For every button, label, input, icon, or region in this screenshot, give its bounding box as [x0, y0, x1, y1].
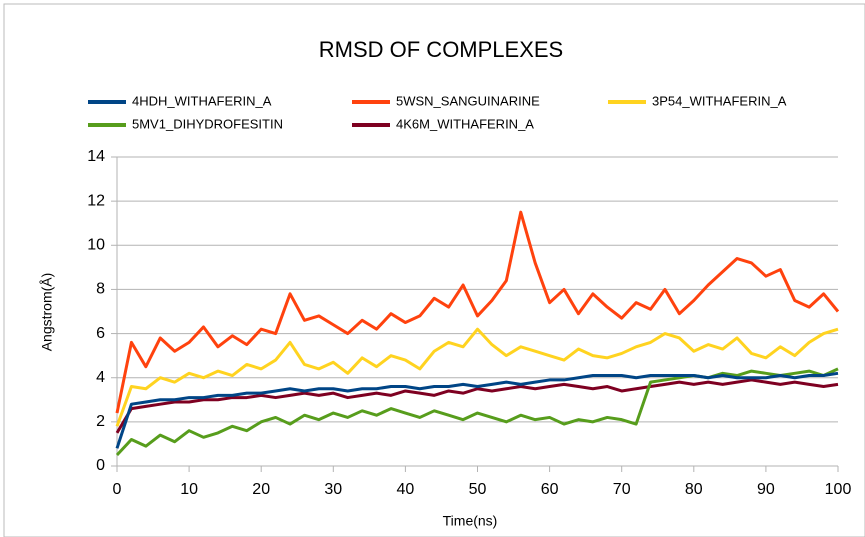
x-tick-label: 30: [324, 481, 342, 498]
x-tick-label: 0: [113, 481, 122, 498]
legend-label: 3P54_WITHAFERIN_A: [652, 93, 787, 108]
chart-title: RMSD OF COMPLEXES: [319, 37, 563, 62]
x-tick-label: 70: [613, 481, 631, 498]
x-tick-label: 50: [469, 481, 487, 498]
x-tick-label: 40: [397, 481, 415, 498]
y-axis-label: Angstrom(Å): [39, 273, 55, 352]
series-line: [115, 327, 839, 427]
x-tick-label: 100: [825, 481, 852, 498]
y-tick-label: 0: [96, 457, 105, 474]
y-tick-label: 2: [96, 413, 105, 430]
x-axis-label: Time(ns): [443, 513, 498, 529]
series-line: [115, 371, 839, 449]
legend-label: 4K6M_WITHAFERIN_A: [396, 116, 534, 131]
legend-label: 5WSN_SANGUINARINE: [396, 93, 540, 108]
legend-label: 5MV1_DIHYDROFESITIN: [132, 116, 283, 131]
series-line: [115, 210, 840, 414]
x-tick-label: 90: [757, 481, 775, 498]
y-tick-label: 6: [96, 325, 105, 342]
y-tick-label: 14: [87, 148, 105, 165]
y-tick-label: 4: [96, 369, 105, 386]
y-tick-label: 10: [87, 237, 105, 254]
x-tick-label: 20: [252, 481, 270, 498]
x-tick-label: 80: [685, 481, 703, 498]
y-tick-label: 8: [96, 281, 105, 298]
frame: [3, 3, 865, 537]
legend-label: 4HDH_WITHAFERIN_A: [132, 93, 272, 108]
x-tick-label: 10: [180, 481, 198, 498]
y-tick-label: 12: [87, 192, 105, 209]
series-line: [115, 378, 839, 434]
x-tick-label: 60: [541, 481, 559, 498]
